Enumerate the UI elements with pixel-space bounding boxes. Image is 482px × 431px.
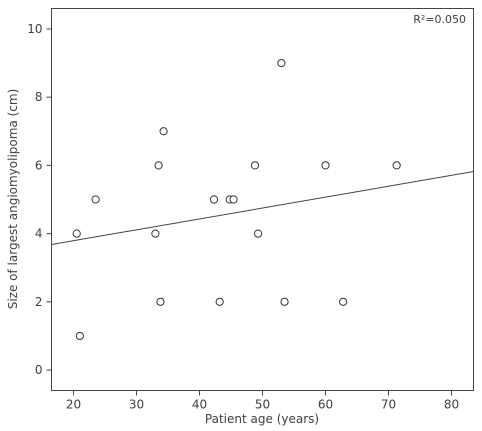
data-point — [339, 297, 348, 306]
y-tick-label: 4 — [35, 227, 43, 241]
x-axis-label: Patient age (years) — [205, 412, 319, 426]
data-point — [280, 297, 289, 306]
data-point — [159, 127, 168, 136]
x-axis-ticks: 20 30 40 50 60 70 80 — [66, 390, 459, 412]
data-point — [151, 229, 160, 238]
x-tick-label: 40 — [192, 398, 207, 412]
data-point — [277, 58, 286, 68]
x-tick-label: 30 — [129, 398, 144, 412]
data-point — [75, 331, 84, 341]
y-tick-label: 10 — [27, 22, 42, 36]
y-axis-label: Size of largest angiomyolipoma (cm) — [6, 89, 20, 310]
x-tick-label: 20 — [66, 398, 81, 412]
data-point — [156, 297, 165, 306]
data-point — [321, 161, 330, 170]
data-point — [250, 161, 260, 170]
r-squared-annotation: R²=0.050 — [413, 13, 466, 26]
x-tick-label: 80 — [444, 398, 459, 412]
y-tick-label: 6 — [35, 158, 43, 172]
x-tick-label: 70 — [381, 398, 396, 412]
data-point — [392, 161, 401, 170]
y-tick-label: 0 — [35, 363, 43, 377]
x-tick-label: 60 — [318, 398, 333, 412]
data-point — [72, 229, 81, 238]
data-point — [229, 195, 238, 204]
data-point — [91, 195, 100, 204]
data-point — [209, 195, 219, 204]
y-tick-label: 8 — [35, 90, 43, 104]
data-point — [154, 161, 163, 170]
plot-frame — [51, 8, 474, 391]
data-point — [215, 297, 224, 306]
plot-area — [51, 58, 474, 341]
x-tick-label: 50 — [255, 398, 270, 412]
regression-line — [51, 171, 474, 246]
y-axis-ticks: 0 2 4 6 8 10 — [27, 22, 52, 377]
y-tick-label: 2 — [35, 295, 43, 309]
data-point — [253, 229, 263, 238]
